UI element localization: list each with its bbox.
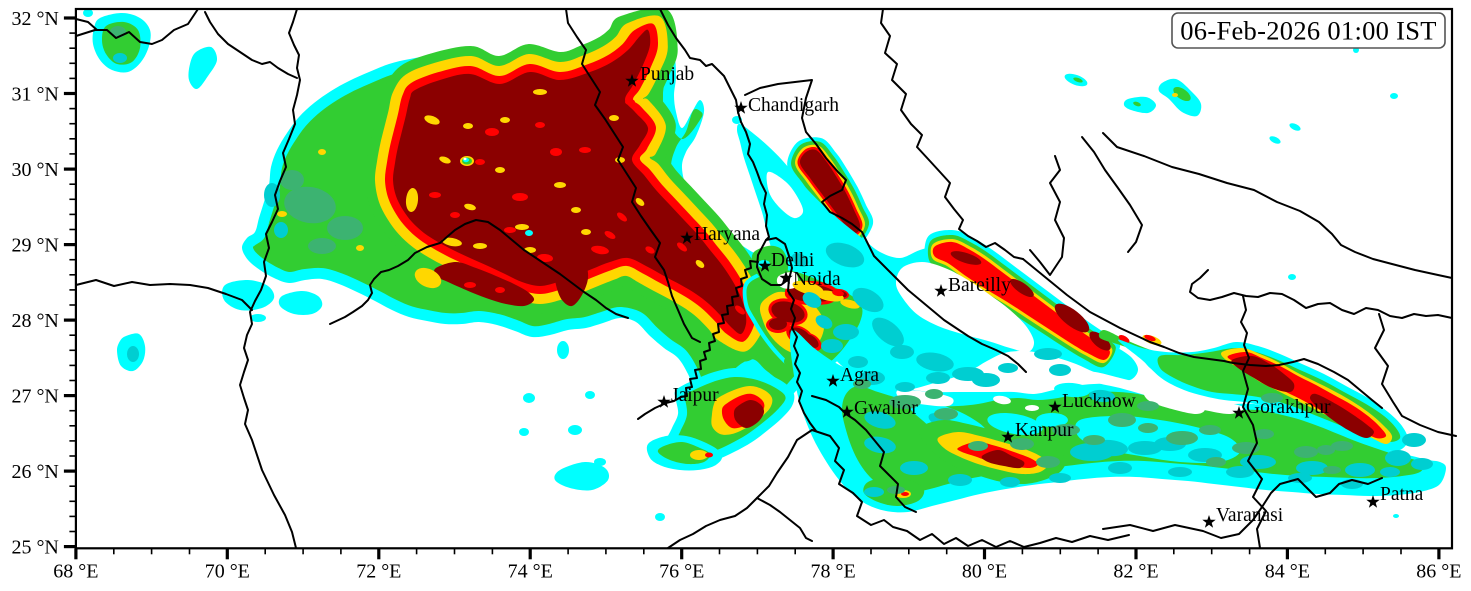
svg-text:Punjab: Punjab: [640, 64, 694, 85]
svg-text:Kanpur: Kanpur: [1015, 420, 1074, 441]
svg-text:84 °E: 84 °E: [1265, 560, 1310, 582]
svg-text:82 °E: 82 °E: [1113, 560, 1158, 582]
svg-text:Lucknow: Lucknow: [1062, 391, 1136, 412]
svg-text:Bareilly: Bareilly: [948, 275, 1011, 296]
svg-text:Varanasi: Varanasi: [1216, 505, 1284, 526]
svg-text:29 °N: 29 °N: [11, 235, 58, 257]
svg-text:72 °E: 72 °E: [356, 560, 401, 582]
svg-text:30 °N: 30 °N: [11, 159, 58, 181]
svg-text:76 °E: 76 °E: [659, 560, 704, 582]
svg-text:Gwalior: Gwalior: [854, 398, 918, 419]
svg-text:80 °E: 80 °E: [962, 560, 1007, 582]
svg-text:Agra: Agra: [840, 365, 879, 386]
svg-text:Noida: Noida: [793, 269, 841, 290]
svg-text:27 °N: 27 °N: [11, 386, 58, 408]
svg-text:Delhi: Delhi: [771, 250, 815, 271]
svg-text:31 °N: 31 °N: [11, 84, 58, 106]
svg-text:32 °N: 32 °N: [11, 8, 58, 30]
svg-text:Gorakhpur: Gorakhpur: [1246, 397, 1331, 418]
svg-text:28 °N: 28 °N: [11, 310, 58, 332]
svg-text:74 °E: 74 °E: [508, 560, 553, 582]
svg-text:26 °N: 26 °N: [11, 461, 58, 483]
svg-text:86 °E: 86 °E: [1416, 560, 1461, 582]
svg-text:78 °E: 78 °E: [810, 560, 855, 582]
svg-text:68 °E: 68 °E: [53, 560, 98, 582]
svg-text:70 °E: 70 °E: [205, 560, 250, 582]
svg-text:Jaipur: Jaipur: [671, 385, 719, 406]
svg-text:25 °N: 25 °N: [11, 537, 58, 559]
svg-text:06-Feb-2026 01:00 IST: 06-Feb-2026 01:00 IST: [1180, 16, 1437, 46]
svg-text:Patna: Patna: [1380, 484, 1424, 505]
svg-text:Haryana: Haryana: [694, 224, 760, 245]
svg-text:Chandigarh: Chandigarh: [748, 95, 839, 116]
